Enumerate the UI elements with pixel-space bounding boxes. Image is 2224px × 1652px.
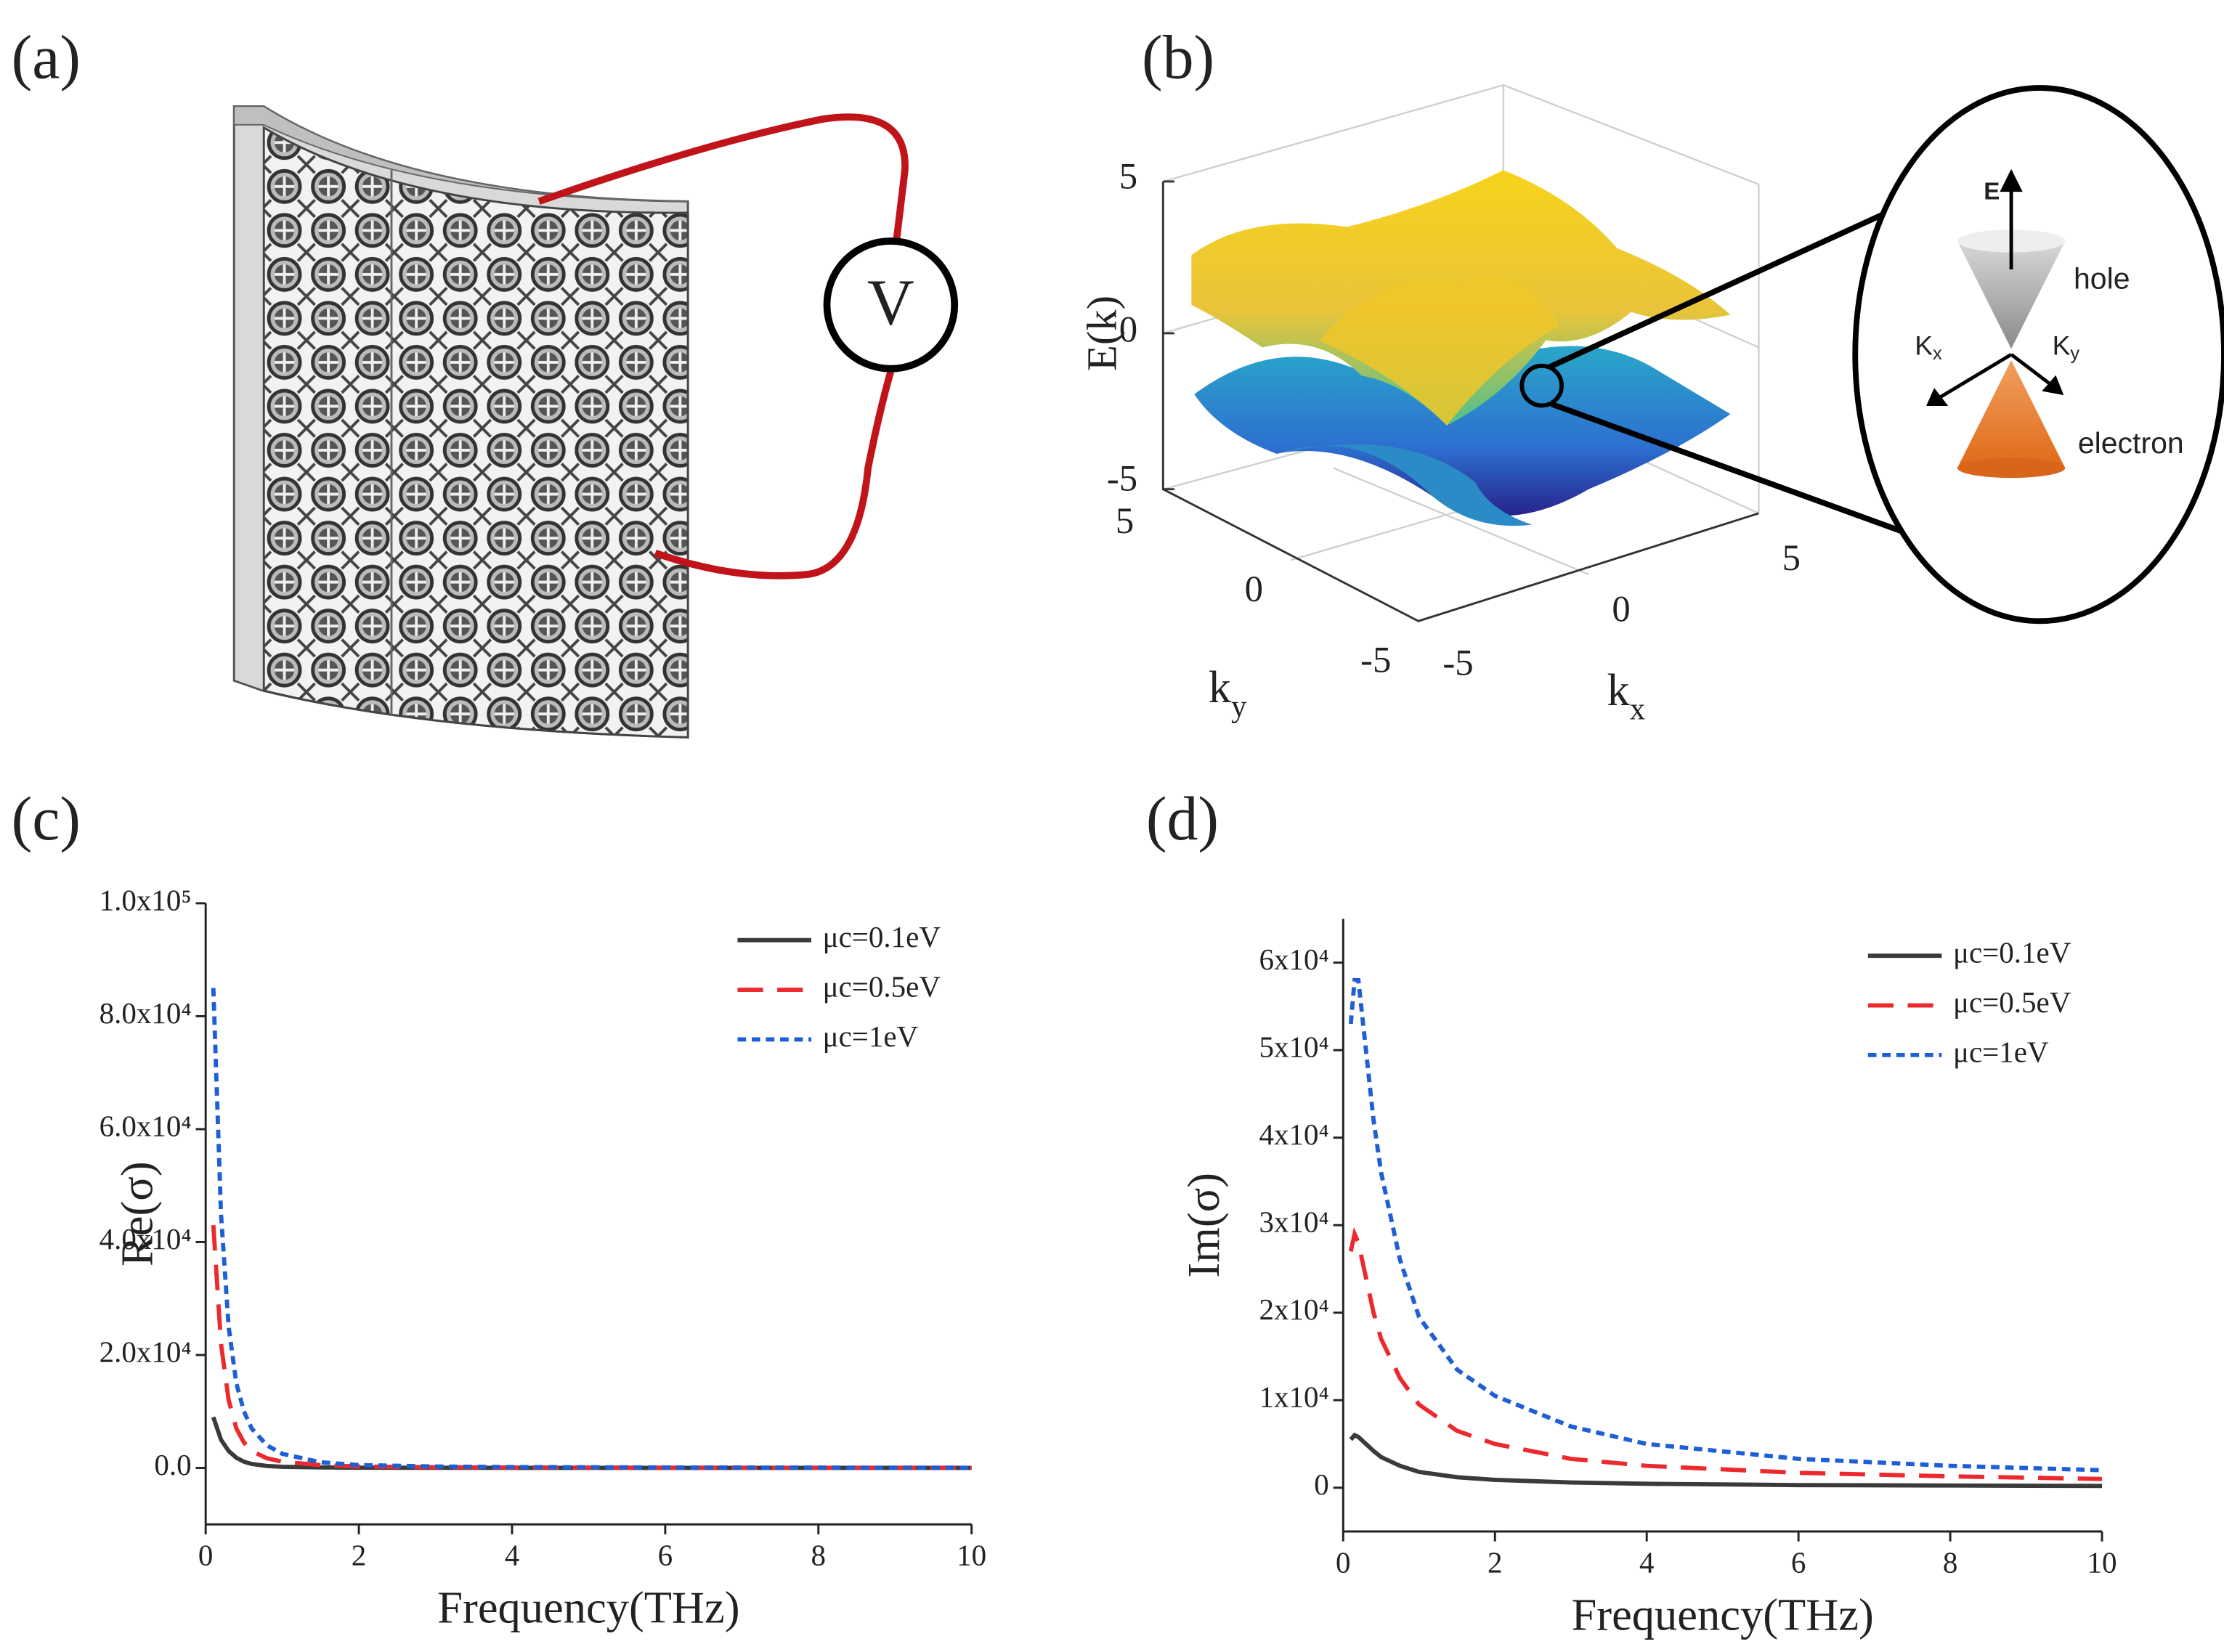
y-tick-label: 4.0x10⁴ [100,1222,192,1256]
y-tick-label: 6x10⁴ [1259,943,1328,976]
panel-label: (d) [1146,784,1219,853]
y-tick-label: 0 [1245,569,1263,609]
data-line [211,1416,972,1470]
x-tick-label: 0 [1612,588,1630,629]
flexible-metasurface [232,105,689,738]
x-tick-label: 10 [957,1539,986,1572]
data-line [211,1224,972,1470]
legend-label: μc=1eV [823,1020,919,1053]
inset-label: hole [2074,261,2130,295]
inset-label: Ky [2053,330,2080,364]
x-tick-label: -5 [1442,642,1473,683]
band-surface [1191,170,1731,526]
data-line [1348,1226,2103,1481]
y-tick-label: 3x10⁴ [1259,1205,1328,1239]
voltmeter-label: V [867,266,914,338]
inset-label: K [1915,330,1933,360]
x-tick-label: 5 [1782,537,1801,578]
x-tick-label: 8 [811,1539,827,1572]
legend-label: μc=1eV [1953,1035,2049,1068]
y-tick-label: 1x10⁴ [1259,1380,1328,1414]
y-axis-label: ky [1209,662,1247,723]
data-line [211,988,972,1470]
x-tick-label: 2 [1488,1545,1503,1579]
y-tick-label: 1.0x10⁵ [100,883,192,916]
y-tick-label: 2.0x10⁴ [100,1335,192,1368]
y-axis-label: k [1209,662,1232,712]
z-tick-label: -5 [1107,458,1137,499]
x-axis-label: k [1607,664,1631,715]
zoom-line [1547,195,1919,539]
x-axis-label-sub: x [1630,692,1645,726]
z-tick-label: 5 [1119,156,1137,197]
x-tick-label: 0 [1336,1545,1351,1579]
y-tick-label: 5 [1116,500,1134,541]
y-tick-label: 4x10⁴ [1259,1118,1328,1151]
dirac-cone [1957,229,2066,479]
inset-label: K [2053,330,2071,360]
inset-arrow [1926,168,2064,406]
data-line [1348,977,2103,1473]
inset-label: E [1984,178,2000,205]
z-tick-label: 0 [1119,309,1137,350]
y-tick-label: 2x10⁴ [1259,1293,1328,1326]
inset-label-sub: x [1933,343,1942,364]
x-tick-label: 4 [1639,1545,1655,1579]
data-line [1349,1432,2103,1489]
x-tick-label: 10 [2087,1545,2117,1579]
y-axis-label-sub: y [1231,689,1247,723]
inset-label: Kx [1915,330,1942,364]
x-axis-label: kx [1607,664,1646,726]
y-tick-label: 8.0x10⁴ [100,996,192,1030]
y-axis-title: Re(σ) [112,1161,163,1266]
z-axis-label: E(k) [1079,296,1126,371]
inset [1852,85,2224,624]
x-tick-label: 6 [1791,1545,1806,1579]
inset-label-sub: y [2070,343,2079,364]
zoom-circle [1519,363,1564,408]
x-axis-title: Frequency(THz) [437,1582,739,1633]
x-tick-label: 2 [352,1539,366,1572]
panel-label: (a) [12,23,81,92]
panel-label: (b) [1142,23,1214,92]
x-tick-label: 0 [198,1539,214,1572]
axes-line [1161,180,1759,622]
legend-label: μc=0.1eV [1953,936,2071,969]
legend-label: μc=0.1eV [823,920,941,953]
x-axis-title: Frequency(THz) [1572,1589,1874,1640]
x-tick-label: 8 [1943,1545,1958,1579]
y-tick-label: 5x10⁴ [1259,1030,1328,1064]
y-tick-label: -5 [1360,640,1391,680]
legend-label: μc=0.5eV [823,969,941,1003]
inset-label: electron [2078,426,2184,460]
y-tick-label: 6.0x10⁴ [100,1109,192,1142]
x-tick-label: 4 [505,1539,520,1572]
y-tick-label: 0.0 [154,1448,191,1481]
y-axis-title: Im(σ) [1178,1173,1229,1278]
panel-label: (c) [12,784,81,853]
voltmeter [823,237,959,373]
wire [537,113,909,579]
y-tick-label: 0 [1314,1468,1329,1501]
x-tick-label: 6 [658,1539,673,1572]
legend-label: μc=0.5eV [1953,985,2071,1019]
